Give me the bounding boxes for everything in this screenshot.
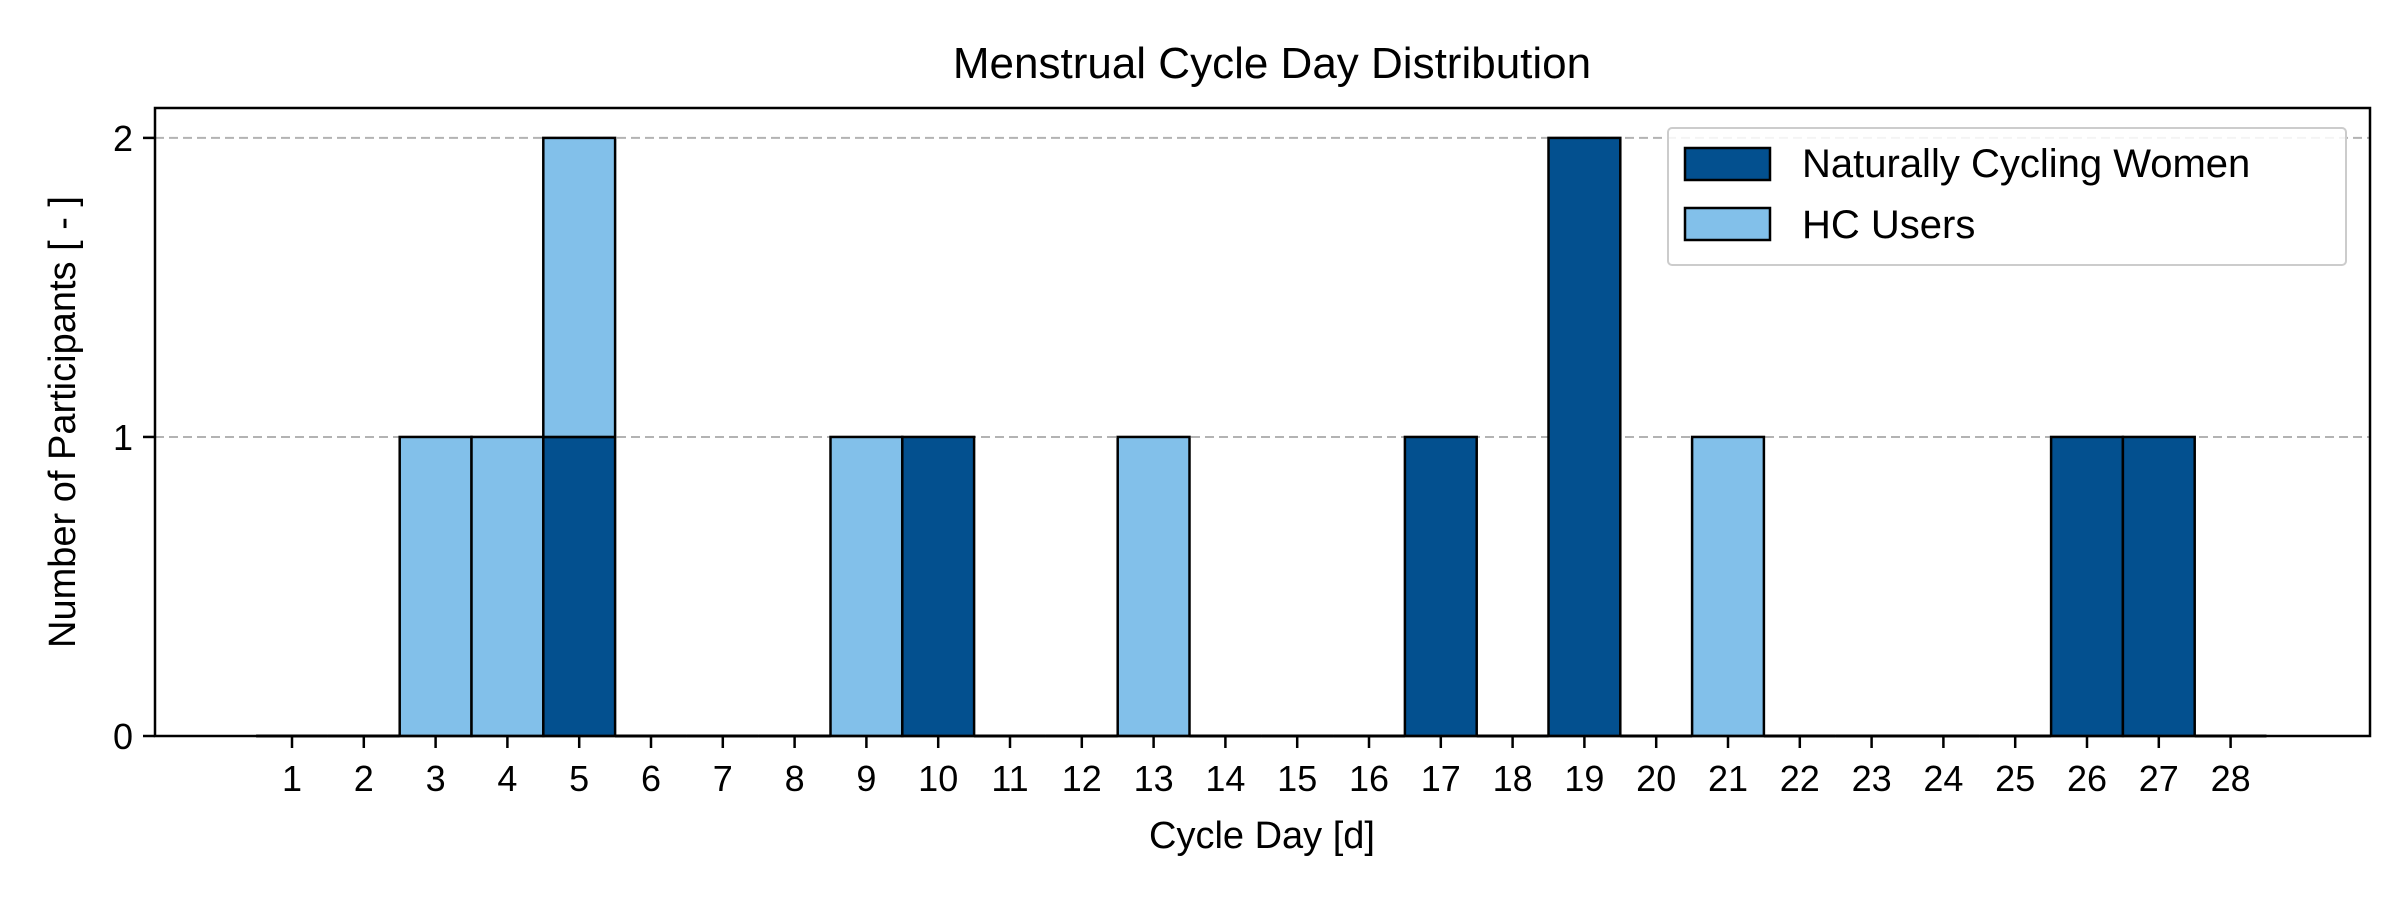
- y-axis-label: Number of Participants [ - ]: [42, 196, 84, 648]
- x-tick-label: 28: [2211, 758, 2251, 799]
- x-tick-label: 16: [1349, 758, 1389, 799]
- bar-naturally-cycling-day-26: [2051, 437, 2123, 736]
- x-tick-label: 22: [1780, 758, 1820, 799]
- bar-naturally-cycling-day-10: [902, 437, 974, 736]
- bar-hc-users-day-4: [472, 437, 544, 736]
- x-tick-label: 3: [426, 758, 446, 799]
- bar-hc-users-day-21: [1692, 437, 1764, 736]
- x-tick-label: 13: [1134, 758, 1174, 799]
- legend-label-hc-users: HC Users: [1802, 203, 1975, 247]
- x-tick-label: 15: [1277, 758, 1317, 799]
- y-axis-ticks: 0 1 2: [113, 118, 155, 757]
- x-tick-label: 21: [1708, 758, 1748, 799]
- x-tick-label: 4: [497, 758, 517, 799]
- y-tick-label: 1: [113, 417, 133, 458]
- x-tick-label: 19: [1564, 758, 1604, 799]
- x-tick-label: 9: [856, 758, 876, 799]
- legend-swatch-hc-users: [1685, 208, 1770, 240]
- x-tick-label: 11: [991, 758, 1028, 799]
- x-tick-label: 7: [713, 758, 733, 799]
- x-tick-label: 6: [641, 758, 661, 799]
- bar-hc-users-day-13: [1118, 437, 1190, 736]
- legend-swatch-naturally-cycling: [1685, 148, 1770, 180]
- x-tick-label: 10: [918, 758, 958, 799]
- x-tick-label: 20: [1636, 758, 1676, 799]
- bar-naturally-cycling-day-5: [543, 437, 615, 736]
- x-tick-label: 1: [282, 758, 302, 799]
- x-tick-label: 25: [1995, 758, 2035, 799]
- x-axis-label: Cycle Day [d]: [1149, 815, 1375, 857]
- x-tick-label: 5: [569, 758, 589, 799]
- bar-hc-users-day-5: [543, 138, 615, 437]
- x-tick-label: 24: [1923, 758, 1963, 799]
- bar-naturally-cycling-day-19: [1549, 138, 1621, 736]
- bar-hc-users-day-9: [831, 437, 903, 736]
- chart-title: Menstrual Cycle Day Distribution: [953, 39, 1591, 88]
- legend: Naturally Cycling Women HC Users: [1668, 128, 2346, 265]
- x-tick-label: 17: [1421, 758, 1461, 799]
- x-tick-label: 12: [1062, 758, 1102, 799]
- bar-naturally-cycling-day-17: [1405, 437, 1477, 736]
- x-tick-label: 8: [785, 758, 805, 799]
- y-tick-label: 2: [113, 118, 133, 159]
- x-tick-label: 23: [1852, 758, 1892, 799]
- x-tick-label: 14: [1205, 758, 1245, 799]
- x-tick-label: 27: [2139, 758, 2179, 799]
- x-tick-label: 26: [2067, 758, 2107, 799]
- bar-hc-users-day-3: [400, 437, 472, 736]
- y-tick-label: 0: [113, 716, 133, 757]
- x-axis-ticks: 1 2 3 4 5 6 7 8 9 10 11 12 13 14 15 16 17 18 19 20 21 22 23 24 2…: [282, 736, 2251, 799]
- x-tick-label: 2: [354, 758, 374, 799]
- bar-naturally-cycling-day-27: [2123, 437, 2195, 736]
- legend-label-naturally-cycling: Naturally Cycling Women: [1802, 142, 2250, 186]
- x-tick-label: 18: [1493, 758, 1533, 799]
